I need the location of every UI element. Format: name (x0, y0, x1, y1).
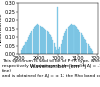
Bar (70, 25, 71, 54)
Bar (35, 26, 36, 54)
Bar (36, 25, 37, 54)
Bar (21, 50, 22, 54)
Bar (40, 26, 41, 54)
Bar (32, 29, 34, 54)
Bar (49, 34, 50, 54)
Bar (29, 35, 30, 54)
Bar (77, 29, 78, 54)
Bar (37, 24, 38, 54)
Bar (83, 37, 84, 54)
Bar (89, 46, 90, 54)
Y-axis label: Absorbance: Absorbance (0, 12, 3, 45)
Bar (91, 49, 92, 54)
Bar (78, 30, 79, 54)
Bar (51, 37, 52, 54)
Bar (65, 31, 66, 54)
Bar (57, 7, 58, 54)
Bar (75, 26, 76, 54)
Bar (48, 32, 49, 54)
Bar (88, 44, 89, 54)
Bar (44, 29, 45, 54)
Bar (85, 40, 86, 54)
Bar (28, 37, 29, 54)
Bar (58, 49, 59, 54)
Bar (66, 29, 68, 54)
Bar (69, 26, 70, 54)
Bar (24, 45, 25, 54)
Bar (76, 27, 77, 54)
Bar (64, 33, 65, 54)
Bar (68, 27, 69, 54)
Bar (27, 40, 28, 54)
Bar (47, 31, 48, 54)
X-axis label: Wavenumber (cm⁻¹): Wavenumber (cm⁻¹) (30, 63, 86, 69)
Bar (56, 50, 57, 54)
Bar (41, 27, 42, 54)
Bar (34, 27, 35, 54)
Bar (63, 36, 64, 54)
Bar (84, 39, 85, 54)
Bar (43, 28, 44, 54)
Bar (72, 25, 73, 54)
Bar (52, 40, 53, 54)
Bar (59, 47, 60, 54)
Text: This spectrum is said to be of P+R type, where the lines branching correspond
re: This spectrum is said to be of P+R type,… (2, 59, 100, 78)
Bar (82, 35, 83, 54)
Bar (23, 46, 24, 54)
Bar (71, 24, 72, 54)
Bar (50, 35, 51, 54)
Bar (45, 30, 46, 54)
Bar (22, 48, 23, 54)
Bar (92, 51, 93, 54)
Bar (31, 31, 32, 54)
Bar (61, 44, 62, 54)
Bar (79, 32, 80, 54)
Bar (55, 47, 56, 54)
Bar (42, 27, 43, 54)
Bar (80, 33, 81, 54)
Bar (30, 33, 31, 54)
Bar (90, 48, 91, 54)
Bar (86, 43, 87, 54)
Bar (62, 40, 63, 54)
Bar (38, 25, 39, 54)
Bar (54, 43, 55, 54)
